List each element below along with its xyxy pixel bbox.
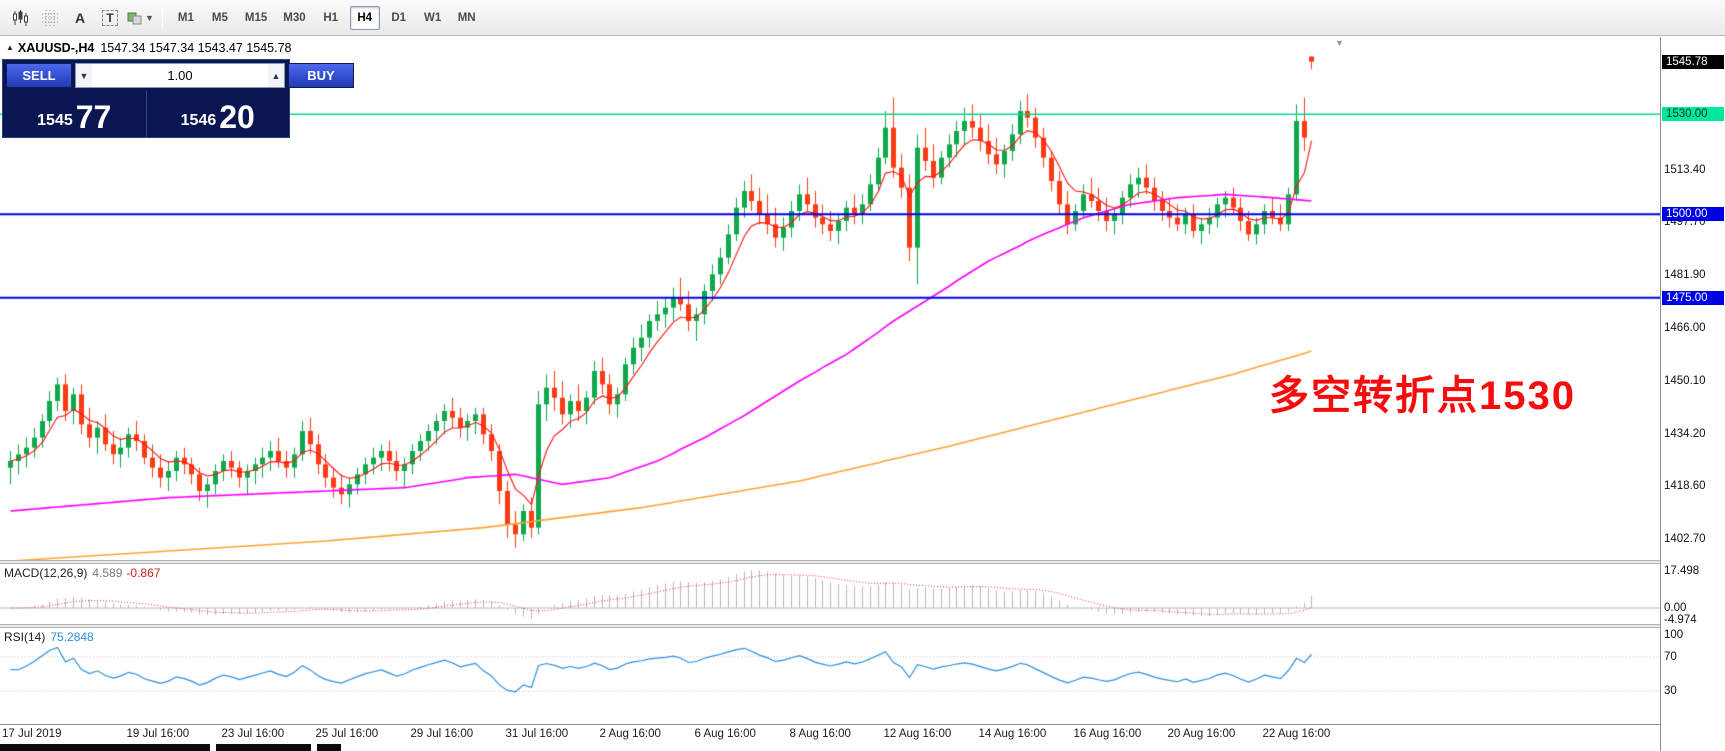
timeframe-button-m30[interactable]: M30 [277,6,311,30]
rsi-scale-label: 100 [1664,629,1684,641]
x-axis-label: 29 Jul 16:00 [410,728,474,740]
x-axis-label: 17 Jul 2019 [2,728,62,740]
line-style-button[interactable]: ▼ [126,5,155,31]
trade-prices-row: 1545 77 1546 20 [3,91,289,137]
bar-chart-button[interactable] [6,5,34,31]
chart-shift-marker[interactable]: ▼ [1335,38,1344,48]
sell-button[interactable]: SELL [6,63,72,88]
ohlc-values: 1547.34 1547.34 1543.47 1545.78 [100,41,292,55]
volume-input[interactable] [92,64,268,87]
buy-price[interactable]: 1546 20 [147,91,290,137]
x-axis-label: 8 Aug 16:00 [789,728,851,740]
x-axis-label: 23 Jul 16:00 [221,728,285,740]
rsi-label: RSI(14) 75.2848 [4,630,94,644]
collapse-triangle-icon: ▲ [6,43,14,52]
price-divider [145,91,147,137]
price-level-label: 1530.00 [1662,107,1724,121]
macd-canvas[interactable] [0,564,1660,624]
sell-price-pips: 77 [75,99,112,135]
rsi-value: 75.2848 [50,630,94,644]
window-fragment [0,744,210,751]
volume-spinner: ▼ ▲ [75,63,285,88]
macd-name: MACD(12,26,9) [4,566,88,580]
y-axis-label: 1402.70 [1664,533,1706,545]
price-scale[interactable]: 1513.40 1497.70 1481.90 1466.00 1450.10 1434.… [1661,37,1725,751]
timeframe-button-w1[interactable]: W1 [418,6,448,30]
x-axis-label: 12 Aug 16:00 [883,728,952,740]
timeframe-button-h4[interactable]: H4 [349,5,380,30]
x-axis-label: 2 Aug 16:00 [599,728,661,740]
pane-splitter[interactable] [0,560,1660,564]
y-axis-label: 1450.10 [1664,375,1706,387]
y-axis-label: 1513.40 [1664,164,1706,176]
window-fragment [216,744,311,751]
macd-scale-label: -4.974 [1664,614,1697,626]
main-chart-pane[interactable]: ▲ XAUUSD-,H4 1547.34 1547.34 1543.47 1545.… [0,37,1660,560]
macd-scale-label: 0.00 [1664,602,1687,614]
window-fragment [317,744,341,751]
timeframe-button-mn[interactable]: MN [452,6,482,30]
macd-value-2: -0.867 [126,566,161,580]
x-axis-label: 20 Aug 16:00 [1167,728,1236,740]
sell-price-main: 1545 [37,112,73,129]
grid-button[interactable] [36,5,64,31]
x-axis-label: 6 Aug 16:00 [694,728,756,740]
macd-label: MACD(12,26,9) 4.589 -0.867 [4,566,160,580]
chart-annotation-text: 多空转折点1530 [1269,374,1576,418]
grid-icon [41,9,59,27]
x-axis-label: 25 Jul 16:00 [315,728,379,740]
rsi-pane[interactable]: RSI(14) 75.2848 [0,628,1660,724]
sell-price[interactable]: 1545 77 [3,91,146,137]
rsi-name: RSI(14) [4,630,46,644]
x-axis-label: 16 Aug 16:00 [1073,728,1142,740]
volume-down-button[interactable]: ▼ [76,64,92,87]
rsi-scale-label: 30 [1664,685,1677,697]
letter-a-icon: A [74,9,86,26]
bottom-strip [0,743,1660,751]
candlestick-chart-icon [11,9,29,27]
pane-splitter[interactable] [0,624,1660,628]
chart-header: ▲ XAUUSD-,H4 1547.34 1547.34 1543.47 1545.… [6,41,291,55]
rsi-scale-label: 70 [1664,651,1677,663]
price-level-label: 1545.78 [1662,55,1724,69]
buy-price-main: 1546 [180,112,217,129]
text-tool-button[interactable]: T [96,5,124,31]
x-axis-label: 31 Jul 16:00 [505,728,569,740]
line-style-icon [127,10,143,26]
price-level-label: 1500.00 [1662,207,1724,221]
x-axis-label: 14 Aug 16:00 [978,728,1047,740]
timeframe-button-d1[interactable]: D1 [384,6,414,30]
symbol-title: XAUUSD-,H4 [17,41,95,55]
x-axis-label: 19 Jul 16:00 [126,728,190,740]
y-axis-label: 1418.60 [1664,480,1706,492]
rsi-canvas[interactable] [0,628,1660,724]
toolbar: A T ▼ M1 M5 M15 M30 H1 H4 D1 W1 MN [0,0,1725,36]
price-level-label: 1475.00 [1662,291,1724,305]
volume-up-button[interactable]: ▲ [268,64,284,87]
trade-controls-row: SELL ▼ ▲ BUY [3,60,354,91]
y-axis-label: 1481.90 [1664,269,1706,281]
macd-value-1: 4.589 [92,566,123,580]
text-label-button[interactable]: A [66,5,94,31]
timeframe-button-m1[interactable]: M1 [171,6,201,30]
macd-pane[interactable]: MACD(12,26,9) 4.589 -0.867 [0,564,1660,624]
buy-button[interactable]: BUY [288,63,354,88]
y-axis-label: 1466.00 [1664,322,1706,334]
toolbar-separator [161,6,163,29]
x-axis-label: 22 Aug 16:00 [1262,728,1331,740]
letter-t-icon: T [102,9,118,26]
timeframe-button-h1[interactable]: H1 [316,6,346,30]
timeframe-button-m15[interactable]: M15 [239,6,273,30]
time-axis[interactable]: 17 Jul 2019 19 Jul 16:00 23 Jul 16:00 25 Ju… [0,724,1660,743]
chart-window: ▲ XAUUSD-,H4 1547.34 1547.34 1543.47 1545.… [0,37,1725,751]
timeframe-button-m5[interactable]: M5 [205,6,235,30]
y-axis-label: 1434.20 [1664,428,1706,440]
macd-scale-label: 17.498 [1664,565,1700,577]
buy-price-pips: 20 [219,99,255,135]
dropdown-caret-icon: ▼ [145,12,154,23]
chart-plot-column: ▲ XAUUSD-,H4 1547.34 1547.34 1543.47 1545.… [0,37,1661,751]
